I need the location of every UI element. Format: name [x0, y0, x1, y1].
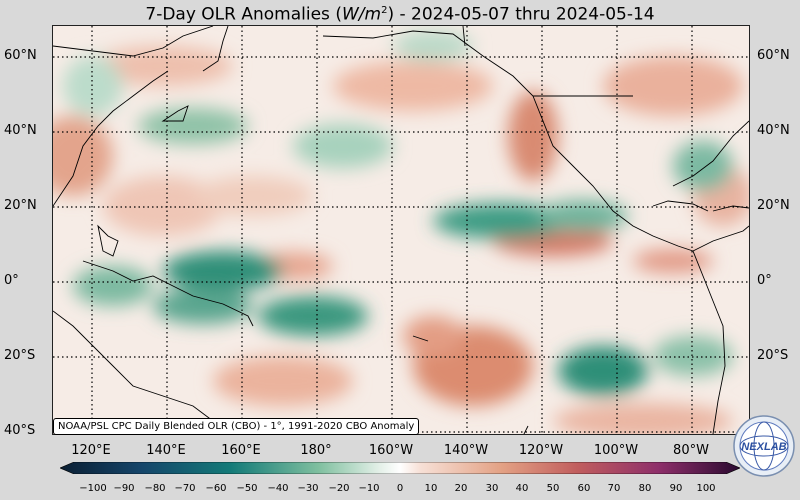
colorbar-tick: −70: [174, 483, 196, 494]
lat-label-60n-right: 60°N: [757, 48, 790, 63]
map-title: 7-Day OLR Anomalies (W/m2) - 2024-05-07 …: [145, 4, 655, 25]
colorbar-tick: 40: [515, 483, 529, 494]
data-attribution: NOAA/PSL CPC Daily Blended OLR (CBO) - 1…: [53, 418, 420, 435]
olr-anomaly-map: [52, 25, 750, 435]
lat-label-20s-left: 20°S: [4, 348, 36, 363]
anomaly-field: [53, 26, 749, 434]
lon-label-180: 180°: [300, 443, 332, 458]
logo-text: NEXLAB: [741, 441, 786, 453]
lat-label-40s-left: 40°S: [4, 423, 36, 438]
colorbar-tick: −20: [328, 483, 350, 494]
graticule: [53, 26, 749, 434]
lon-label-120e: 120°E: [71, 443, 111, 458]
lat-label-40n-left: 40°N: [4, 123, 37, 138]
colorbar-tick: 100: [696, 483, 716, 494]
colorbar-tick: −90: [113, 483, 135, 494]
colorbar: [60, 462, 740, 474]
lon-label-160e: 160°E: [221, 443, 261, 458]
colorbar-tick: −60: [205, 483, 227, 494]
lat-label-20n-left: 20°N: [4, 198, 37, 213]
lat-label-60n-left: 60°N: [4, 48, 37, 63]
lon-label-120w: 120°W: [518, 443, 564, 458]
lon-label-160w: 160°W: [368, 443, 414, 458]
colorbar-tick: 30: [485, 483, 499, 494]
colorbar-tick: 60: [577, 483, 591, 494]
colorbar-tick: 20: [454, 483, 468, 494]
colorbar-tick: −50: [236, 483, 258, 494]
lat-label-0-left: 0°: [4, 273, 19, 288]
lat-label-20s-right: 20°S: [757, 348, 789, 363]
colorbar-tick: 70: [607, 483, 621, 494]
lat-label-20n-right: 20°N: [757, 198, 790, 213]
colorbar-tick: 0: [396, 483, 404, 494]
lon-label-100w: 100°W: [593, 443, 639, 458]
colorbar-tick: −30: [297, 483, 319, 494]
nexlab-logo: NEXLAB: [733, 415, 795, 477]
colorbar-tick: −80: [144, 483, 166, 494]
colorbar-tick: 50: [546, 483, 560, 494]
lon-label-140w: 140°W: [443, 443, 489, 458]
colorbar-tick: −10: [358, 483, 380, 494]
colorbar-tick: 90: [669, 483, 683, 494]
lon-label-80w: 80°W: [673, 443, 709, 458]
lon-label-140e: 140°E: [146, 443, 186, 458]
colorbar-tick: −100: [79, 483, 107, 494]
lat-label-40n-right: 40°N: [757, 123, 790, 138]
colorbar-tick: −40: [267, 483, 289, 494]
lat-label-0-right: 0°: [757, 273, 772, 288]
coastlines: [53, 26, 749, 434]
colorbar-tick: 80: [638, 483, 652, 494]
colorbar-tick: 10: [424, 483, 438, 494]
